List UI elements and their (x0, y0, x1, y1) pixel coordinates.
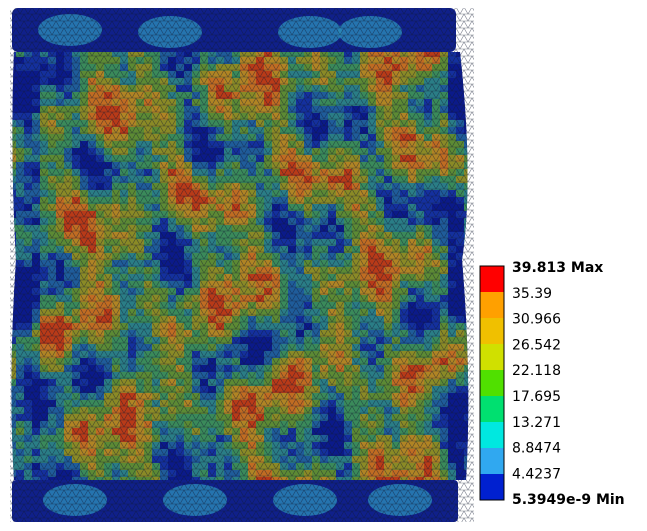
legend-label: 17.695 (512, 389, 561, 405)
legend-label: 35.39 (512, 286, 552, 302)
legend: 39.813 Max 35.39 30.966 26.542 22.118 17.695 1… (479, 260, 625, 508)
legend-swatch (480, 396, 504, 422)
legend-label: 4.4237 (512, 466, 561, 482)
mesh-overlay (10, 8, 474, 522)
legend-label: 5.3949e-9 Min (512, 492, 625, 508)
legend-swatch (480, 344, 504, 370)
legend-label: 26.542 (512, 337, 561, 353)
legend-label: 30.966 (512, 312, 561, 328)
legend-swatch (480, 266, 504, 292)
legend-frame (479, 265, 505, 501)
legend-swatch (480, 370, 504, 396)
legend-label: 39.813 Max (512, 260, 603, 276)
legend-swatch (480, 318, 504, 344)
legend-label: 22.118 (512, 363, 561, 379)
legend-swatch (480, 448, 504, 474)
legend-label: 8.8474 (512, 441, 561, 457)
legend-swatch (480, 422, 504, 448)
legend-swatch (480, 474, 504, 500)
legend-swatch (480, 292, 504, 318)
legend-label: 13.271 (512, 415, 561, 431)
